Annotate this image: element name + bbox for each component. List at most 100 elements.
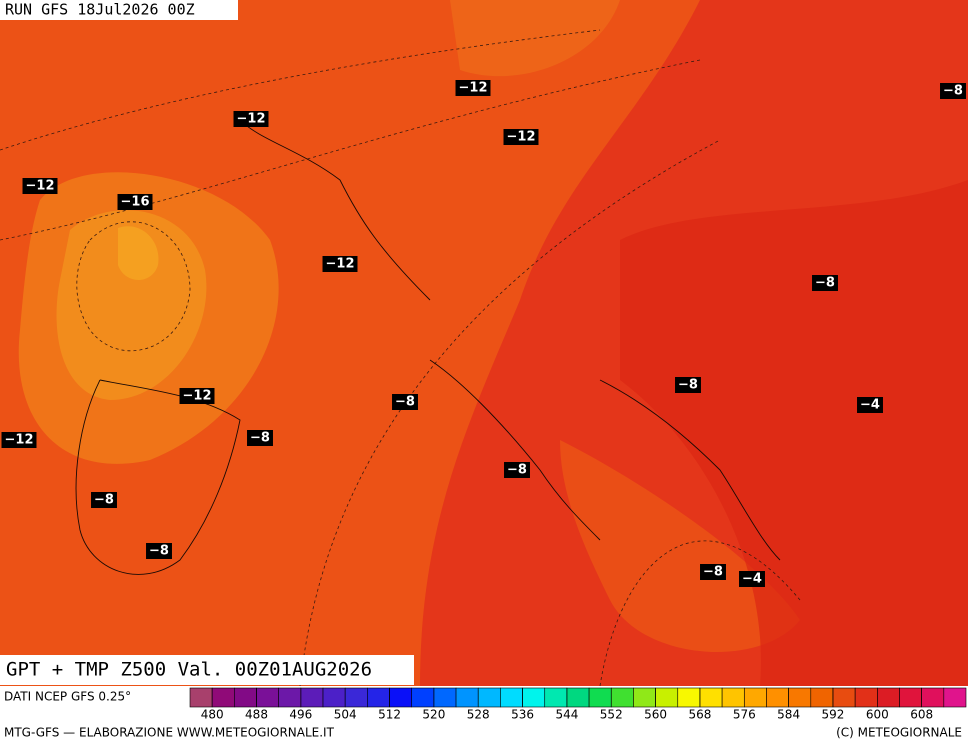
tick-label: 488	[245, 708, 268, 722]
isotherm-label: −12	[507, 130, 536, 145]
color-swatch	[477, 687, 501, 708]
isotherm-box	[91, 492, 117, 508]
color-swatch	[344, 687, 368, 708]
source: DATI NCEP GFS 0.25°	[4, 690, 131, 704]
color-swatch	[322, 687, 346, 708]
tick-label: 544	[555, 708, 578, 722]
tick-label: 512	[378, 708, 401, 722]
color-swatch	[278, 687, 302, 708]
color-swatch	[699, 687, 723, 708]
map-title: GPT + TMP Z500 Val. 00Z01AUG2026	[6, 659, 372, 681]
tick-label: 520	[422, 708, 445, 722]
isotherm-box	[504, 462, 530, 478]
tick-label: 592	[822, 708, 845, 722]
color-swatch	[522, 687, 546, 708]
tick-label: 536	[511, 708, 534, 722]
color-swatch	[211, 687, 235, 708]
color-swatch	[943, 687, 967, 708]
color-swatch	[854, 687, 878, 708]
isotherm-label: −8	[678, 378, 698, 393]
color-swatch	[544, 687, 568, 708]
isotherm-box	[857, 397, 883, 413]
isotherm-label: −8	[703, 565, 723, 580]
color-swatch	[832, 687, 856, 708]
color-swatch	[189, 687, 213, 708]
color-swatch	[411, 687, 435, 708]
tick-label: 600	[866, 708, 889, 722]
isotherm-box	[146, 543, 172, 559]
tick-label: 528	[467, 708, 490, 722]
isotherm-box	[503, 129, 539, 145]
color-swatch	[300, 687, 324, 708]
isotherm-box	[940, 83, 966, 99]
color-swatch	[788, 687, 812, 708]
color-swatch	[433, 687, 457, 708]
tick-label: 496	[289, 708, 312, 722]
isotherm-box	[739, 571, 765, 587]
isotherm-box	[233, 111, 269, 127]
isotherm-label: −12	[237, 112, 266, 127]
tick-label: 568	[688, 708, 711, 722]
isotherm-label: −8	[94, 493, 114, 508]
isotherm-box	[22, 178, 58, 194]
isotherm-label: −8	[507, 463, 527, 478]
isotherm-label: −4	[860, 398, 880, 413]
copyright: (C) METEOGIORNALE	[836, 726, 962, 740]
color-swatch	[455, 687, 479, 708]
isotherm-box	[675, 377, 701, 393]
tick-label: 504	[334, 708, 357, 722]
isotherm-box	[179, 388, 215, 404]
color-swatch	[234, 687, 257, 708]
isotherm-box	[247, 430, 273, 446]
color-swatch	[899, 687, 922, 708]
color-swatch	[610, 687, 634, 708]
isotherm-box	[812, 275, 838, 291]
run-box	[0, 0, 238, 20]
color-swatch	[256, 687, 279, 708]
color-swatch	[766, 687, 789, 708]
isotherm-label: −4	[742, 572, 762, 587]
isotherm-label: −8	[395, 395, 415, 410]
credit: MTG-GFS — ELABORAZIONE WWW.METEOGIORNALE…	[4, 726, 335, 740]
isotherm-label: −8	[250, 431, 270, 446]
map-field	[0, 0, 968, 686]
isotherm-label: −12	[5, 433, 34, 448]
tick-label: 480	[201, 708, 224, 722]
color-swatch	[367, 687, 390, 708]
color-swatch	[500, 687, 523, 708]
isotherm-label: −8	[149, 544, 169, 559]
color-swatch	[566, 687, 590, 708]
isotherm-label: −8	[943, 84, 963, 99]
isotherm-box	[117, 194, 153, 210]
tick-label: 584	[777, 708, 800, 722]
isotherm-box	[322, 256, 358, 272]
run-label: RUN GFS 18Jul2026 00Z	[5, 1, 195, 19]
color-swatch	[877, 687, 900, 708]
isotherm-label: −12	[26, 179, 55, 194]
isotherm-box	[392, 394, 418, 410]
color-swatch	[655, 687, 679, 708]
color-swatch	[810, 687, 834, 708]
isotherm-label: −12	[183, 389, 212, 404]
isotherm-label: −12	[326, 257, 355, 272]
tick-label: 560	[644, 708, 667, 722]
isotherm-label: −16	[121, 195, 150, 210]
color-swatch	[921, 687, 945, 708]
contours	[0, 29, 801, 686]
color-swatch	[677, 687, 701, 708]
color-swatch	[389, 687, 413, 708]
isotherm-label: −12	[459, 81, 488, 96]
color-swatch	[743, 687, 767, 708]
isotherm-label: −8	[815, 276, 835, 291]
isotherm-box	[455, 80, 491, 96]
title-box	[0, 655, 414, 685]
tick-label: 552	[600, 708, 623, 722]
isotherm-box	[700, 564, 726, 580]
tick-label: 576	[733, 708, 756, 722]
color-swatch	[588, 687, 612, 708]
isotherm-box	[1, 432, 37, 448]
color-swatch	[721, 687, 745, 708]
color-swatch	[633, 687, 656, 708]
tick-label: 608	[910, 708, 933, 722]
